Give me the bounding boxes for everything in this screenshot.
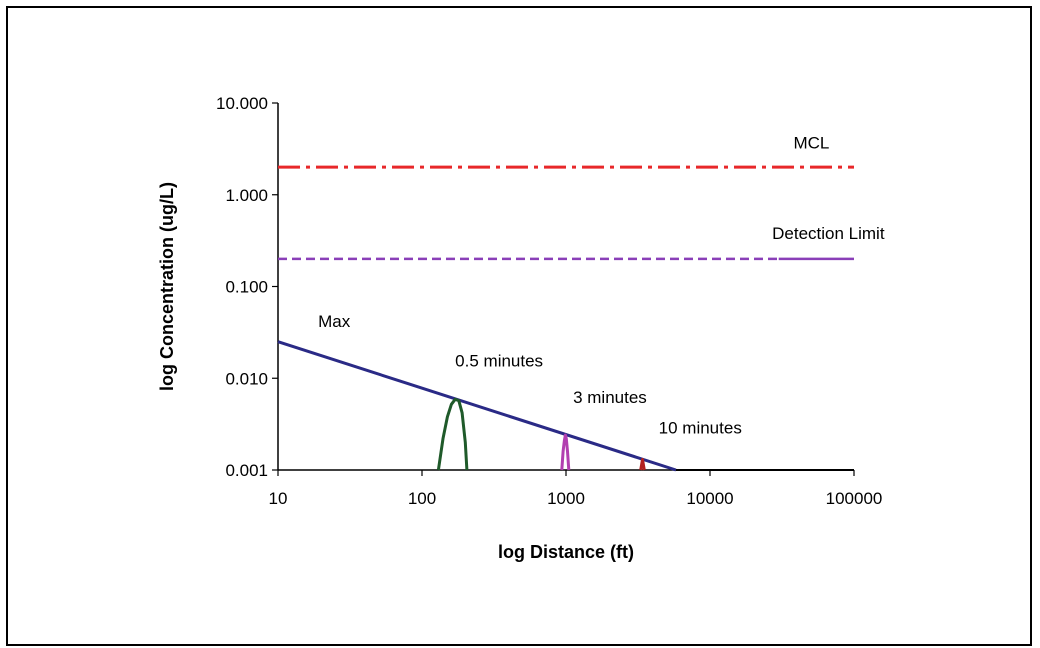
annotation-layer: MCL Detection Limit Max 0.5 minutes 3 minute… [318, 133, 885, 437]
series-10-minutes [639, 458, 646, 471]
series-0-5-minutes [436, 397, 469, 471]
annotation-0-5-minutes: 0.5 minutes [455, 351, 543, 370]
x-axis-title: log Distance (ft) [498, 542, 634, 562]
y-tick-label: 1.000 [225, 186, 268, 205]
annotation-10-minutes: 10 minutes [659, 418, 742, 437]
plot-area [277, 103, 854, 471]
y-axis-title: log Concentration (ug/L) [157, 182, 177, 391]
series-layer [277, 165, 854, 472]
y-tick-label: 0.010 [225, 369, 268, 388]
plot-background [278, 103, 854, 470]
x-tick-label: 1000 [547, 489, 585, 508]
y-tick-label: 10.000 [216, 94, 268, 113]
series-max [277, 340, 677, 472]
y-tick-label: 0.001 [225, 461, 268, 480]
figure-frame: 10.000 1.000 0.100 0.010 0.001 10 100 1000 10000… [6, 6, 1032, 646]
series-3-minutes [560, 433, 571, 471]
x-tick-label: 10000 [686, 489, 733, 508]
x-tick-label: 100 [408, 489, 436, 508]
annotation-mcl: MCL [793, 133, 829, 152]
y-tick-label: 0.100 [225, 278, 268, 297]
annotation-max: Max [318, 312, 351, 331]
annotation-3-minutes: 3 minutes [573, 388, 647, 407]
x-tick-label: 100000 [826, 489, 883, 508]
x-tick-label: 10 [269, 489, 288, 508]
annotation-detection-limit: Detection Limit [772, 224, 885, 243]
